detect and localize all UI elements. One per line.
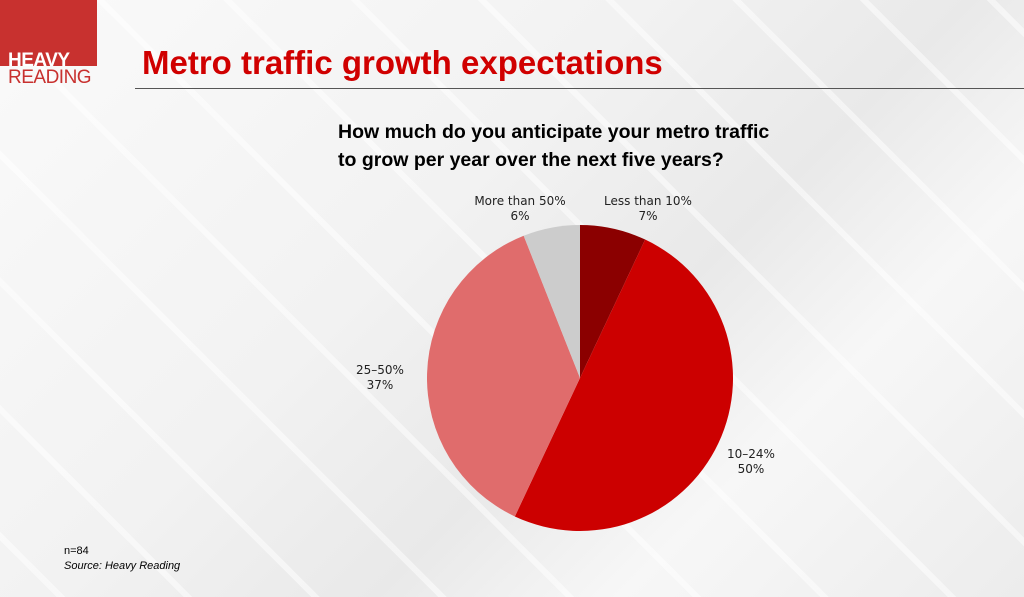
slice-value-label: 50% (738, 462, 765, 476)
slice-value-label: 6% (510, 209, 529, 223)
slice-category-label: More than 50% (474, 194, 565, 208)
slice-category-label: Less than 10% (604, 194, 692, 208)
question-line1: How much do you anticipate your metro tr… (338, 121, 770, 143)
pie-slice-1 (514, 239, 733, 531)
question-line2: to grow per year over the next five year… (338, 149, 724, 171)
heavy-reading-logo: HEAVY READING (0, 0, 97, 88)
logo-line1: HEAVY (8, 50, 70, 71)
title-divider (135, 88, 1024, 89)
pie-slice-0 (580, 225, 646, 378)
slice-value-label: 37% (367, 378, 394, 392)
slice-category-label: 10–24% (727, 447, 775, 461)
slice-value-label: 7% (638, 209, 657, 223)
pie-slice-2 (426, 235, 580, 517)
sample-size: n=84 (64, 545, 89, 557)
page-title: Metro traffic growth expectations (142, 44, 663, 81)
pie-slice-3 (523, 225, 580, 378)
slice-category-label: 25–50% (356, 363, 404, 377)
source-note: Source: Heavy Reading (64, 560, 181, 572)
logo-line2: READING (8, 67, 92, 88)
chart-question: How much do you anticipate your metro tr… (338, 118, 769, 174)
